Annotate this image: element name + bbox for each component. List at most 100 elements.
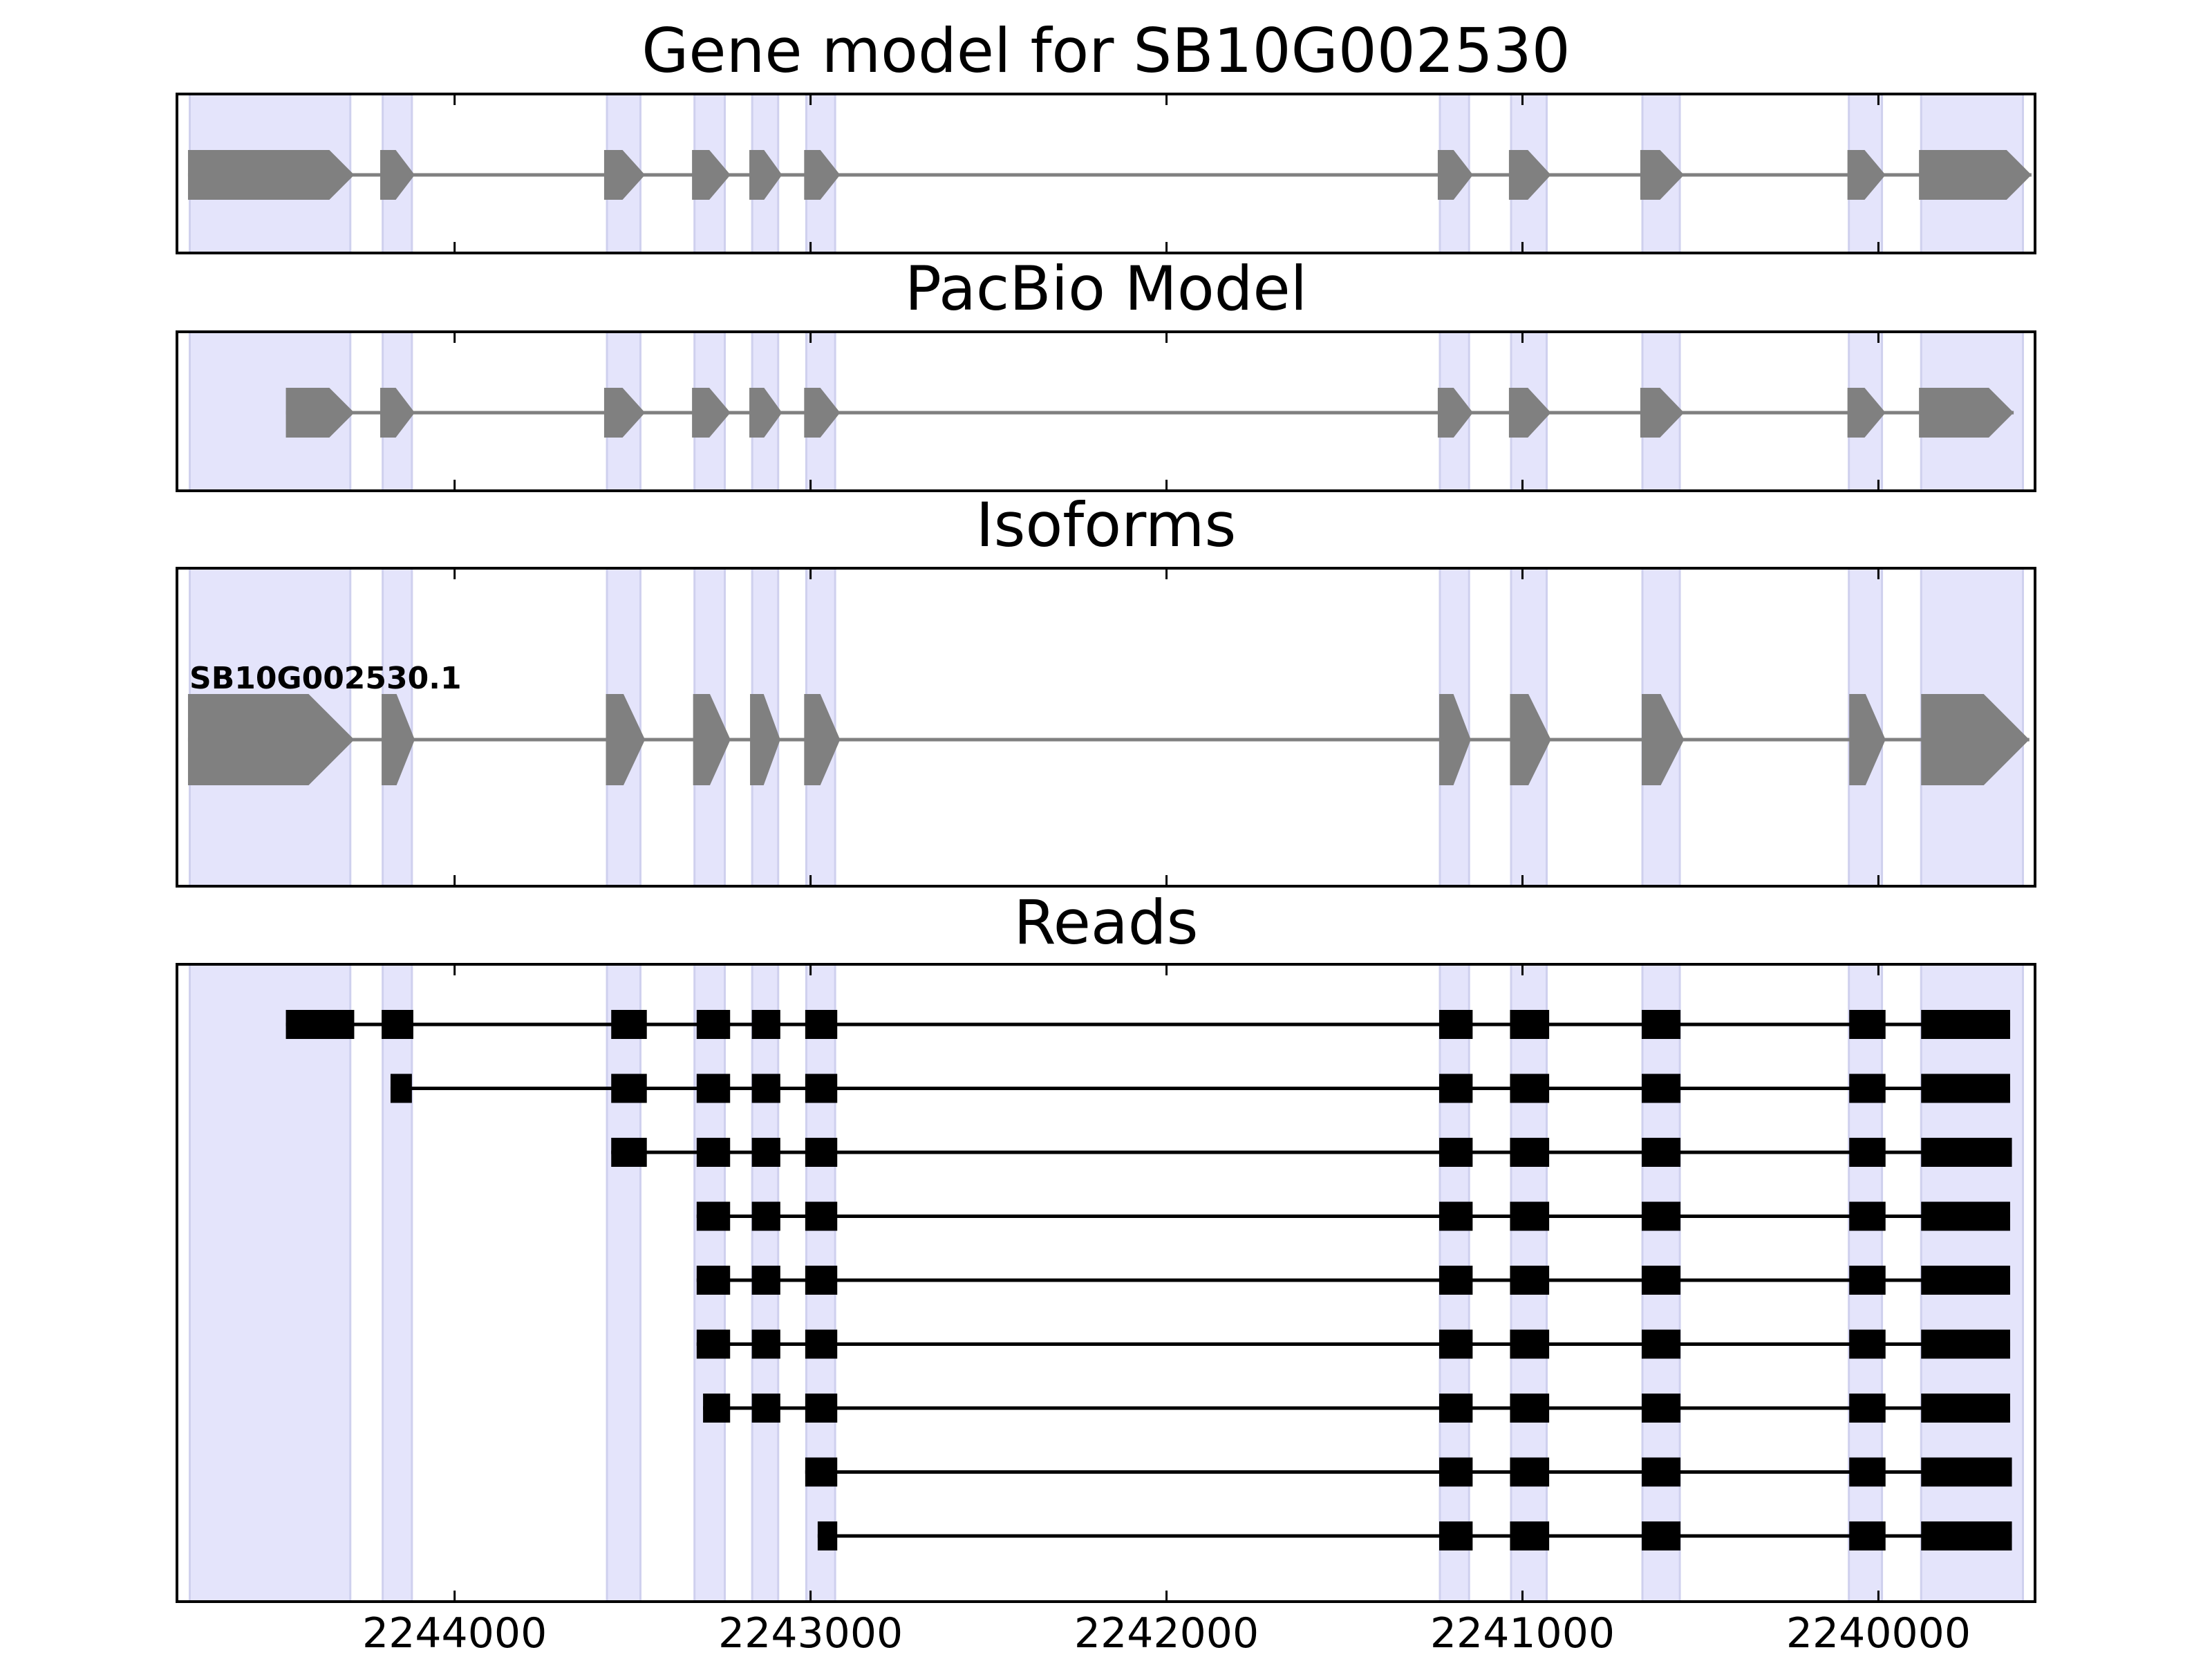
panel-title: Isoforms [976, 489, 1237, 561]
read-7-block-4 [1438, 1394, 1473, 1423]
feature-1-exon-2 [380, 388, 415, 438]
highlight-band-2 [382, 964, 413, 1602]
feature-1-exon-7 [1437, 150, 1473, 200]
read-1-block-7 [1438, 1010, 1473, 1039]
read-7-block-8 [1921, 1394, 2010, 1423]
read-6-block-7 [1849, 1329, 1886, 1359]
x-tick-label: 2242000 [1074, 1609, 1259, 1658]
read-6-block-3 [805, 1329, 838, 1359]
read-1-block-4 [696, 1010, 731, 1039]
feature-1-exon-10 [1847, 388, 1886, 438]
read-4-block-8 [1921, 1201, 2010, 1231]
panel-title: Reads [1014, 887, 1199, 958]
axes-frame [176, 330, 2036, 492]
read-1-block-5 [751, 1010, 780, 1039]
feature-1-exon-11 [1919, 150, 2032, 200]
feature-1-exon-6 [804, 388, 841, 438]
read-8-block-5 [1849, 1457, 1886, 1487]
feature-1-exon-8 [1508, 388, 1551, 438]
feature-1-exon-3 [606, 694, 646, 785]
read-3-block-9 [1921, 1138, 2012, 1167]
read-2-block-8 [1641, 1074, 1681, 1103]
read-4-block-2 [751, 1201, 780, 1231]
read-1-block-11 [1921, 1010, 2010, 1039]
read-5-block-1 [696, 1266, 731, 1295]
read-4-block-7 [1849, 1201, 1886, 1231]
read-1-block-1 [285, 1010, 355, 1039]
read-4-block-3 [805, 1201, 838, 1231]
read-3-block-8 [1849, 1138, 1886, 1167]
feature-1-exon-4 [692, 388, 731, 438]
read-7-block-1 [703, 1394, 731, 1423]
x-tick-label: 2243000 [718, 1609, 903, 1658]
feature-1-exon-5 [749, 388, 782, 438]
highlight-band-1 [189, 964, 352, 1602]
x-tick-label: 2241000 [1430, 1609, 1615, 1658]
read-9-block-4 [1641, 1521, 1681, 1550]
read-8-block-6 [1921, 1457, 2012, 1487]
panel-title: PacBio Model [905, 253, 1307, 324]
read-8-block-1 [805, 1457, 838, 1487]
read-2-block-9 [1849, 1074, 1886, 1103]
read-4-block-5 [1510, 1201, 1550, 1231]
feature-1-exon-6 [804, 694, 841, 785]
axes-frame [176, 567, 2036, 888]
feature-1-exon-6 [804, 150, 841, 200]
read-6-block-4 [1438, 1329, 1473, 1359]
feature-1-exon-10 [1847, 150, 1886, 200]
read-2-block-6 [1438, 1074, 1473, 1103]
panel-1: Gene model for SB10G002530 [176, 15, 2036, 254]
read-7-block-2 [751, 1394, 780, 1423]
read-9-block-6 [1921, 1521, 2012, 1550]
feature-1-exon-4 [692, 150, 731, 200]
plot-area [187, 94, 2032, 253]
read-3-block-3 [751, 1138, 780, 1167]
read-3-block-4 [805, 1138, 838, 1167]
read-5-block-5 [1510, 1266, 1550, 1295]
panel-2: PacBio Model [176, 253, 2036, 492]
read-1-block-6 [805, 1010, 838, 1039]
plot-area [189, 964, 2024, 1602]
read-6-block-8 [1921, 1329, 2010, 1359]
read-3-block-2 [696, 1138, 731, 1167]
read-2-block-2 [611, 1074, 647, 1103]
feature-1-exon-5 [749, 150, 782, 200]
axes-frame [176, 963, 2036, 1603]
read-2-block-3 [696, 1074, 731, 1103]
read-5-block-8 [1921, 1266, 2010, 1295]
feature-1-exon-9 [1640, 150, 1685, 200]
feature-1-exon-9 [1641, 694, 1685, 785]
feature-1-exon-8 [1508, 150, 1551, 200]
read-3-block-5 [1438, 1138, 1473, 1167]
read-1-block-8 [1510, 1010, 1550, 1039]
read-8-block-4 [1641, 1457, 1681, 1487]
feature-1-exon-1 [187, 694, 355, 785]
read-6-block-5 [1510, 1329, 1550, 1359]
read-8-block-2 [1438, 1457, 1473, 1487]
read-6-block-1 [696, 1329, 731, 1359]
feature-1-exon-7 [1438, 694, 1471, 785]
read-9-block-2 [1438, 1521, 1473, 1550]
read-2-block-5 [805, 1074, 838, 1103]
read-5-block-7 [1849, 1266, 1886, 1295]
read-9-block-5 [1849, 1521, 1886, 1550]
read-3-block-1 [611, 1138, 647, 1167]
read-7-block-3 [805, 1394, 838, 1423]
read-6-block-2 [751, 1329, 780, 1359]
feature-1-exon-11 [1921, 694, 2030, 785]
x-tick-label: 2240000 [1786, 1609, 1971, 1658]
panel-4: Reads 2244000 2243000 2242000 2241000 2240000 [176, 887, 2036, 1658]
panel-title: Gene model for SB10G002530 [641, 15, 1571, 86]
read-5-block-3 [805, 1266, 838, 1295]
read-6-block-6 [1641, 1329, 1681, 1359]
read-1-block-9 [1641, 1010, 1681, 1039]
x-tick-label: 2244000 [362, 1609, 547, 1658]
read-2-block-4 [751, 1074, 780, 1103]
feature-1-exon-5 [750, 694, 780, 785]
axes-frame [176, 93, 2036, 254]
read-1-block-3 [611, 1010, 647, 1039]
read-4-block-4 [1438, 1201, 1473, 1231]
read-2-block-1 [390, 1074, 412, 1103]
feature-1-exon-3 [603, 388, 646, 438]
read-2-block-7 [1510, 1074, 1550, 1103]
